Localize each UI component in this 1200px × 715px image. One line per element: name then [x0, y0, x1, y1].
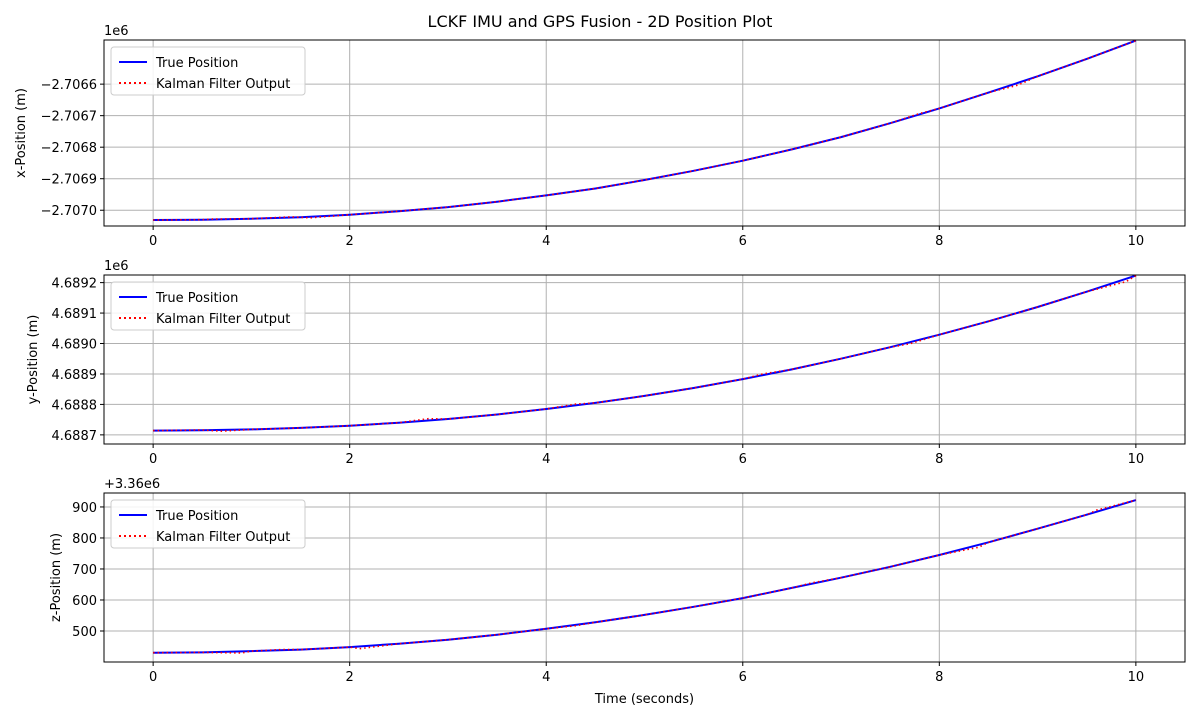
x-tick-label: 8 — [935, 452, 943, 467]
legend-true-position-label: True Position — [155, 509, 238, 524]
x-tick-label: 0 — [149, 670, 157, 685]
y-tick-label: 700 — [72, 563, 97, 578]
y-tick-label: 4.6887 — [52, 429, 98, 444]
y-tick-label: 4.6888 — [52, 398, 98, 413]
legend: True Position Kalman Filter Output — [110, 281, 306, 331]
y-tick-label: 900 — [72, 501, 97, 516]
y-tick-label: −2.7066 — [41, 78, 97, 93]
x-tick-label: 10 — [1128, 234, 1145, 249]
y-offset-text: +3.36e6 — [104, 477, 160, 492]
y-axis-label: y-Position (m) — [26, 315, 41, 405]
ticks: 0 2 4 6 8 10 −2.7070 −2.7069 −2.7068 −2.7067 −2.70… — [41, 78, 1145, 249]
ticks: 0 2 4 6 8 10 4.6887 4.6888 4.6889 4.6890 4.6891 4.6… — [52, 277, 1145, 467]
axes-frame — [103, 274, 1186, 445]
x-position-subplot: 0 2 4 6 8 10 −2.7070 −2.7069 −2.7068 −2.7067 −2.70… — [14, 24, 1186, 249]
x-tick-label: 4 — [542, 452, 550, 467]
y-tick-label: 600 — [72, 594, 97, 609]
kalman-filter-output-line — [153, 499, 1137, 654]
y-axis-label: z-Position (m) — [49, 533, 64, 622]
x-tick-label: 6 — [739, 234, 747, 249]
legend: True Position Kalman Filter Output — [110, 46, 306, 96]
x-tick-label: 2 — [346, 234, 354, 249]
axes-frame — [103, 39, 1186, 227]
x-tick-label: 8 — [935, 234, 943, 249]
x-axis-label: Time (seconds) — [594, 692, 694, 707]
legend-box — [110, 281, 306, 331]
x-tick-label: 2 — [346, 670, 354, 685]
y-offset-text: 1e6 — [104, 24, 129, 39]
legend-kalman-output-label: Kalman Filter Output — [156, 77, 290, 92]
kalman-filter-output-line — [153, 274, 1137, 433]
axes-frame — [103, 492, 1186, 663]
y-tick-label: 4.6892 — [52, 277, 98, 292]
legend-kalman-output-label: Kalman Filter Output — [156, 312, 290, 327]
z-position-subplot: 0 2 4 6 8 10 500 600 700 800 900 +3.36e6 z-Positio… — [49, 477, 1186, 707]
x-tick-label: 0 — [149, 234, 157, 249]
x-tick-label: 6 — [739, 670, 747, 685]
legend-kalman-output-label: Kalman Filter Output — [156, 530, 290, 545]
y-tick-label: −2.7067 — [41, 110, 97, 125]
y-offset-text: 1e6 — [104, 259, 129, 274]
y-axis-label: x-Position (m) — [14, 88, 29, 178]
y-tick-label: 4.6890 — [52, 338, 98, 353]
x-tick-label: 2 — [346, 452, 354, 467]
x-tick-label: 10 — [1128, 670, 1145, 685]
ticks: 0 2 4 6 8 10 500 600 700 800 900 — [72, 501, 1144, 685]
legend-box — [110, 46, 306, 96]
y-position-subplot: 0 2 4 6 8 10 4.6887 4.6888 4.6889 4.6890 4.6891 4.6… — [26, 259, 1186, 467]
figure-title: LCKF IMU and GPS Fusion - 2D Position Pl… — [428, 12, 773, 31]
x-tick-label: 8 — [935, 670, 943, 685]
y-tick-label: −2.7068 — [41, 141, 97, 156]
y-tick-label: 500 — [72, 625, 97, 640]
legend-true-position-label: True Position — [155, 56, 238, 71]
x-tick-label: 6 — [739, 452, 747, 467]
y-tick-label: −2.7069 — [41, 173, 97, 188]
x-tick-label: 10 — [1128, 452, 1145, 467]
series-lines — [153, 274, 1137, 433]
y-tick-label: −2.7070 — [41, 204, 97, 219]
x-tick-label: 0 — [149, 452, 157, 467]
x-tick-label: 4 — [542, 670, 550, 685]
series-lines — [153, 39, 1137, 221]
legend-true-position-label: True Position — [155, 291, 238, 306]
y-tick-label: 800 — [72, 532, 97, 547]
legend-box — [110, 499, 306, 549]
true-position-line — [153, 499, 1137, 654]
y-tick-label: 4.6891 — [52, 307, 98, 322]
y-tick-label: 4.6889 — [52, 368, 98, 383]
legend: True Position Kalman Filter Output — [110, 499, 306, 549]
true-position-line — [153, 39, 1137, 221]
x-tick-label: 4 — [542, 234, 550, 249]
series-lines — [153, 499, 1137, 654]
